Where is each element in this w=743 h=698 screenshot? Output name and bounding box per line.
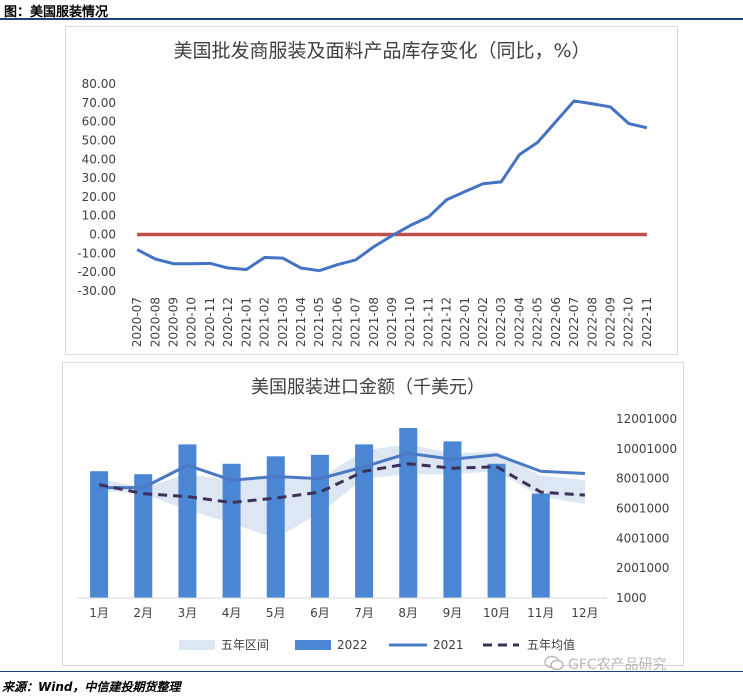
bar-2022	[266, 456, 285, 598]
chart1-x-tick: 2021-06	[330, 297, 344, 347]
chart2-x-tick: 1月	[89, 606, 109, 620]
chart1-x-tick: 2021-04	[294, 297, 308, 347]
source-note: 来源：Wind，中信建投期货整理	[2, 680, 181, 694]
chart1-title: 美国批发商服装及面料产品库存变化（同比，%）	[173, 40, 590, 62]
chart1-x-tick: 2020-08	[148, 297, 162, 347]
chart2-title: 美国服装进口金额（千美元）	[251, 377, 485, 398]
inventory-chart: 美国批发商服装及面料产品库存变化（同比，%） 80.00 70.00 60.00 50.…	[77, 40, 654, 347]
bar-2022	[222, 463, 241, 598]
chart1-x-tick: 2021-01	[239, 297, 253, 347]
chart1-x-tick: 2022-04	[512, 297, 526, 347]
bottom-divider	[0, 671, 743, 672]
chart2-x-tick: 10月	[483, 606, 510, 620]
bar-2022	[355, 444, 374, 598]
chart2-x-tick: 8月	[398, 606, 418, 620]
chart1-x-tick: 2020-12	[221, 297, 235, 347]
chart1-x-tick: 2021-05	[312, 297, 326, 347]
bar-2022	[134, 474, 153, 598]
chart1-x-tick: 2021-10	[403, 297, 417, 347]
bar-2022	[399, 427, 418, 598]
chart2-y-tick: 6001000	[616, 502, 669, 516]
chart1-x-tick: 2021-11	[421, 297, 435, 347]
chart2-x-tick: 2月	[133, 606, 153, 620]
chart2-x-tick: 4月	[222, 606, 242, 620]
legend-swatch-2022	[295, 640, 331, 650]
chart2-x-tick: 5月	[266, 606, 286, 620]
chart1-y-tick: 80.00	[82, 77, 116, 91]
wechat-icon	[544, 655, 564, 671]
bar-2022	[90, 471, 109, 598]
chart2-y-tick: 1000	[616, 591, 647, 605]
watermark: GFC农产品研究	[568, 657, 667, 673]
chart1-x-tick: 2021-09	[385, 297, 399, 347]
chart1-y-tick: -30.00	[77, 284, 116, 298]
legend-label-2022: 2022	[337, 638, 368, 652]
chart2-x-tick: 3月	[178, 606, 198, 620]
chart1-x-tick: 2020-10	[185, 297, 199, 347]
chart1-y-tick: -20.00	[77, 265, 116, 279]
chart2-x-tick: 7月	[354, 606, 374, 620]
chart1-y-tick: 50.00	[82, 133, 116, 147]
chart1-y-tick: 30.00	[82, 171, 116, 185]
legend-swatch-five-year-range	[179, 640, 215, 650]
chart1-x-tick: 2021-08	[367, 297, 381, 347]
chart1-x-tick: 2020-11	[203, 297, 217, 347]
chart1-y-tick: 10.00	[82, 209, 116, 223]
chart1-x-tick: 2021-03	[276, 297, 290, 347]
bar-2022	[531, 493, 550, 598]
chart1-y-tick: 60.00	[82, 115, 116, 129]
chart2-y-tick: 10001000	[616, 442, 677, 456]
import-chart-panel: 美国服装进口金额（千美元） 12001000 10001000 8001000 6001…	[62, 362, 684, 666]
chart1-x-tick: 2022-10	[622, 297, 636, 347]
chart1-x-tick: 2020-09	[167, 297, 181, 347]
chart2-y-tick: 8001000	[616, 472, 669, 486]
chart1-x-tick: 2022-06	[549, 297, 563, 347]
chart1-x-tick: 2022-09	[603, 297, 617, 347]
chart1-y-tick: 70.00	[82, 96, 116, 110]
chart1-x-tick: 2022-03	[494, 297, 508, 347]
chart1-y-tick: 20.00	[82, 190, 116, 204]
chart2-x-tick: 11月	[527, 606, 554, 620]
chart2-x-tick: 6月	[310, 606, 330, 620]
chart2-x-tick: 12月	[571, 606, 598, 620]
chart2-y-tick: 12001000	[616, 412, 677, 426]
chart1-y-tick: 0.00	[89, 228, 116, 242]
chart1-y-tick: -10.00	[77, 246, 116, 260]
bar-2022	[443, 441, 462, 598]
figure-title: 图：美国服装情况	[4, 5, 109, 20]
bar-2022	[178, 444, 197, 598]
chart2-x-tick: 9月	[443, 606, 463, 620]
five-year-average-line	[98, 462, 586, 505]
line-2021	[99, 451, 585, 490]
chart1-x-tick: 2022-11	[640, 297, 654, 347]
legend-label-five-year-range: 五年区间	[221, 638, 269, 652]
chart1-x-tick: 2022-08	[585, 297, 599, 347]
chart1-x-tick: 2022-02	[476, 297, 490, 347]
bar-2022	[487, 463, 506, 598]
five-year-range-band	[99, 444, 585, 539]
inventory-chart-panel: 美国批发商服装及面料产品库存变化（同比，%） 80.00 70.00 60.00 50.…	[65, 26, 678, 355]
legend-label-five-year-average: 五年均值	[527, 637, 575, 652]
chart1-x-tick: 2021-07	[349, 297, 363, 347]
chart2-y-tick: 4001000	[616, 531, 669, 545]
chart1-x-tick: 2021-02	[258, 297, 272, 347]
chart1-x-tick: 2022-01	[458, 297, 472, 347]
chart1-x-tick: 2021-12	[440, 297, 454, 347]
chart1-x-tick: 2022-07	[567, 297, 581, 347]
chart1-x-tick: 2020-07	[130, 297, 144, 347]
import-chart: 美国服装进口金额（千美元） 12001000 10001000 8001000 6001…	[77, 377, 677, 652]
chart1-inventory-line	[136, 99, 648, 273]
legend-label-2021: 2021	[433, 638, 464, 652]
chart1-x-tick: 2022-05	[531, 297, 545, 347]
top-divider	[0, 18, 743, 20]
chart1-y-tick: 40.00	[82, 152, 116, 166]
chart2-y-tick: 2001000	[616, 561, 669, 575]
